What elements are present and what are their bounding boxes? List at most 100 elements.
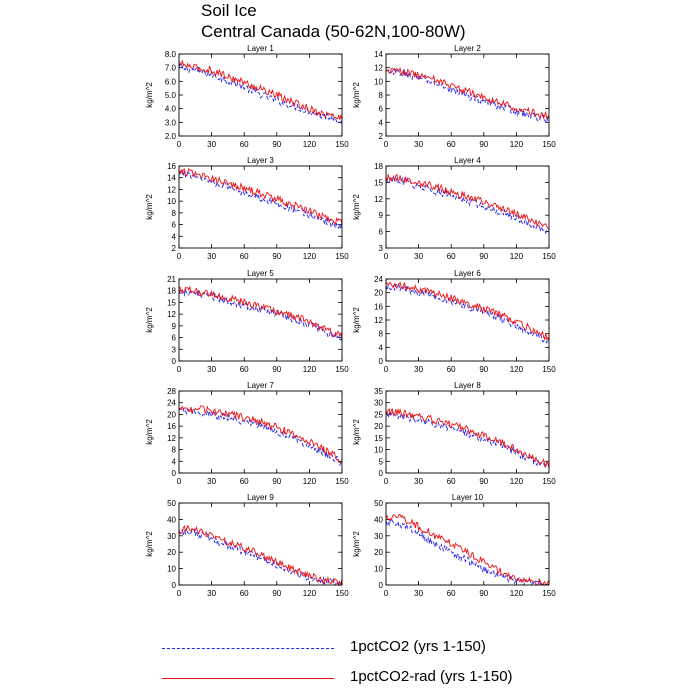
y-tick-label: 20 [374,548,383,557]
x-tick-label: 0 [384,477,389,486]
y-tick-label: 4 [172,232,177,241]
y-tick-label: 9 [172,322,177,331]
x-tick-label: 150 [335,477,349,486]
y-tick-label: 7.0 [165,64,177,73]
x-tick-label: 30 [414,477,423,486]
series-line-1pctco2-rad [385,173,550,231]
y-tick-label: 5.0 [165,91,177,100]
y-tick-label: 25 [374,410,383,419]
y-tick-label: 12 [374,316,383,325]
y-tick-label: 10 [167,197,176,206]
x-tick-label: 120 [303,140,317,149]
y-tick-label: 20 [374,289,383,298]
x-tick-label: 30 [207,365,216,374]
panel-layer-10: Layer 10 kg/m^2 0 10 20 30 40 50 0 30 60 90 120 150 [352,493,556,598]
y-tick-label: 16 [374,302,383,311]
plot-frame [178,502,343,586]
x-tick-label: 60 [240,589,249,598]
legend-swatch-dashed [162,648,334,649]
series-line-1pctco2 [178,169,343,230]
x-tick-label: 150 [542,252,556,261]
x-tick-label: 60 [447,252,456,261]
panel-title: Layer 9 [247,493,274,502]
y-tick-label: 6 [172,221,177,230]
x-tick-label: 30 [207,477,216,486]
series-line-1pctco2-rad [178,59,343,120]
y-tick-label: 50 [167,499,176,508]
x-tick-label: 90 [479,589,488,598]
x-tick-label: 30 [207,140,216,149]
y-tick-label: 35 [374,387,383,396]
x-tick-label: 0 [177,140,182,149]
y-tick-label: 10 [374,565,383,574]
x-tick-label: 0 [384,140,389,149]
x-tick-label: 60 [447,140,456,149]
y-tick-label: 50 [374,499,383,508]
y-axis-label: kg/m^2 [352,531,361,557]
y-tick-label: 4 [172,457,177,466]
panel-title: Layer 3 [247,156,274,165]
y-tick-label: 0 [172,357,177,366]
plot-frame [385,165,550,249]
y-tick-label: 30 [167,532,176,541]
x-tick-label: 120 [510,477,524,486]
y-tick-label: 4 [379,343,384,352]
y-tick-label: 30 [374,532,383,541]
x-tick-label: 90 [479,365,488,374]
panel-title: Layer 5 [247,269,274,278]
x-tick-label: 150 [542,477,556,486]
series-line-1pctco2 [385,283,550,344]
panel-title: Layer 1 [247,44,274,53]
series-line-1pctco2-rad [178,524,343,587]
x-tick-label: 60 [447,589,456,598]
title-block: Soil Ice Central Canada (50-62N,100-80W) [201,0,466,42]
y-tick-label: 6.0 [165,77,177,86]
y-tick-label: 3 [172,345,177,354]
x-tick-label: 0 [384,365,389,374]
x-tick-label: 60 [240,252,249,261]
series-line-1pctco2-rad [385,407,550,469]
panel-title: Layer 10 [452,493,484,502]
y-tick-label: 2.0 [165,132,177,141]
x-tick-label: 60 [447,365,456,374]
y-tick-label: 8 [379,91,384,100]
x-tick-label: 60 [447,477,456,486]
x-tick-label: 120 [303,365,317,374]
panel-title: Layer 6 [454,269,481,278]
y-tick-label: 20 [167,548,176,557]
x-tick-label: 90 [272,477,281,486]
x-tick-label: 150 [335,589,349,598]
y-tick-label: 20 [167,410,176,419]
series-line-1pctco2 [178,407,343,467]
panel-layer-4: Layer 4 kg/m^2 3 6 9 12 15 18 0 30 60 90 120 150 [352,156,556,261]
y-axis-label: kg/m^2 [352,194,361,220]
y-axis-label: kg/m^2 [145,82,154,108]
series-line-1pctco2-rad [178,285,343,340]
x-tick-label: 150 [542,365,556,374]
y-tick-label: 40 [167,515,176,524]
y-tick-label: 8 [172,446,177,455]
y-tick-label: 40 [374,515,383,524]
panel-layer-8: Layer 8 kg/m^2 0 5 10 15 20 25 30 35 0 30 60 90 120 150 [352,381,556,486]
x-tick-label: 90 [479,252,488,261]
y-tick-label: 3.0 [165,118,177,127]
x-tick-label: 90 [272,140,281,149]
panel-layer-6: Layer 6 kg/m^2 0 4 8 12 16 20 24 0 30 60 90 120 150 [352,269,556,374]
x-tick-label: 120 [510,252,524,261]
x-tick-label: 120 [510,140,524,149]
plot-frame [178,390,343,474]
y-tick-label: 12 [374,195,383,204]
y-tick-label: 21 [167,275,176,284]
legend-label: 1pctCO2-rad (yrs 1-150) [350,668,513,685]
y-axis-label: kg/m^2 [352,419,361,445]
x-tick-label: 60 [240,140,249,149]
y-tick-label: 10 [167,565,176,574]
y-tick-label: 15 [374,178,383,187]
y-tick-label: 14 [374,50,383,59]
panel-grid: Layer 1kg/m^22.03.04.05.06.07.08.00 30 60 9… [145,44,556,598]
x-tick-label: 90 [479,477,488,486]
panel-layer-5: Layer 5 kg/m^2 0 3 6 9 12 15 18 21 0 30 60 90 120 150 [145,269,349,374]
x-tick-label: 0 [384,589,389,598]
plot-frame [178,165,343,249]
y-tick-label: 14 [167,174,176,183]
